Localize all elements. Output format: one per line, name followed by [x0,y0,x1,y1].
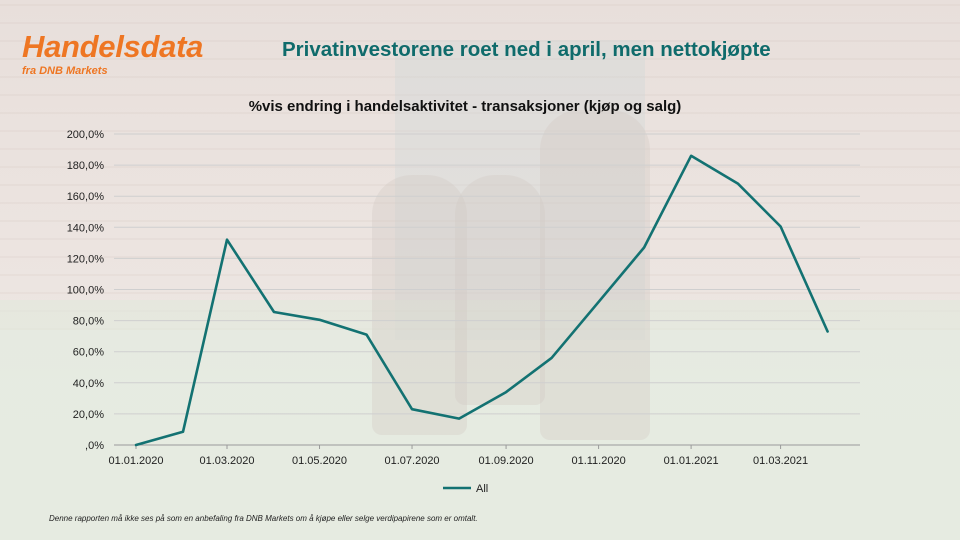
x-tick-label: 01.03.2020 [199,455,254,467]
grass [0,300,960,540]
y-tick-label: 60,0% [73,347,104,359]
x-tick-label: 01.05.2020 [292,455,347,467]
x-tick-label: 01.07.2020 [385,455,440,467]
x-tick-label: 01.11.2020 [571,455,625,467]
gridlines [114,133,860,446]
y-tick-label: 160,0% [67,191,105,203]
disclaimer: Denne rapporten må ikke ses på som en an… [49,514,478,523]
x-tick-label: 01.01.2021 [664,455,719,467]
x-tick-label: 01.03.2021 [753,455,808,467]
series-line-all [134,154,829,447]
brand-subtitle: fra DNB Markets [22,65,108,77]
brand-title: Handelsdata [22,29,204,64]
y-tick-label: 40,0% [73,378,104,390]
y-tick-label: 100,0% [67,285,105,297]
page-headline: Privatinvestorene roet ned i april, men … [282,38,771,61]
y-tick-label: 180,0% [67,160,105,172]
brand-logo: Handelsdata fra DNB Markets [22,29,204,78]
person-silhouette [372,175,467,435]
x-tick-label: 01.01.2020 [108,455,163,467]
y-tick-label: 120,0% [67,253,105,265]
y-tick-label: 20,0% [73,409,104,421]
series-layer [134,154,829,447]
legend-label: All [476,483,488,495]
y-tick-label: 200,0% [67,129,105,141]
y-tick-label: 140,0% [67,222,105,234]
x-axis-ticks: 01.01.2020 01.03.2020 01.05.2020 01.07.2020… [108,445,808,467]
y-tick-label: ,0% [85,440,104,452]
y-axis-ticks: 200,0% 180,0% 160,0% 140,0% 120,0% 100,0% 80,0… [67,129,105,452]
legend: All [443,483,488,495]
y-tick-label: 80,0% [73,316,104,328]
x-tick-label: 01.09.2020 [479,455,534,467]
chart-title: %vis endring i handelsaktivitet - transa… [248,98,682,115]
